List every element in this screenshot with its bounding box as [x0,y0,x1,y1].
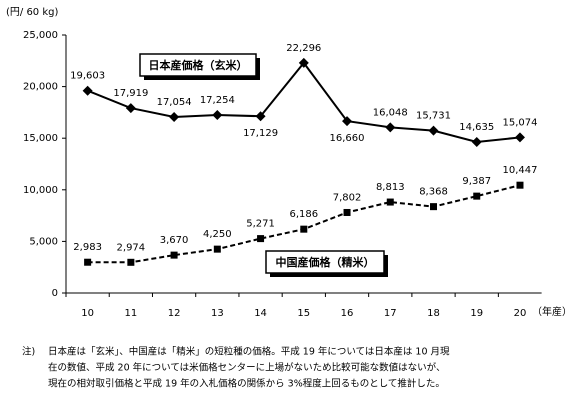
y-tick-label: 5,000 [29,236,58,247]
marker [342,116,353,127]
value-label: 17,129 [243,128,278,139]
value-label: 22,296 [286,43,321,54]
value-label: 15,074 [502,117,537,128]
value-label: 17,254 [200,95,235,106]
value-label: 4,250 [203,229,232,240]
y-tick-label: 20,000 [23,82,58,93]
value-label: 7,802 [333,192,362,203]
x-tick-label: 12 [168,308,181,319]
marker [84,258,92,266]
marker [516,181,524,189]
value-label: 2,983 [73,242,102,253]
value-label: 14,635 [459,122,494,133]
marker [257,235,265,243]
marker [213,245,221,253]
x-tick-label: 20 [514,308,527,319]
marker [386,198,394,206]
note-label: 注) [22,346,35,358]
value-label: 19,603 [70,71,105,82]
value-label: 17,054 [157,97,192,108]
marker [430,203,438,211]
x-tick-label: 18 [427,308,440,319]
marker [127,258,135,266]
x-tick-label: 11 [124,308,137,319]
value-label: 15,731 [416,111,451,122]
note-line: 現在の相対取引価格と平成 19 年の入札価格の関係から 3%程度上回るものとして… [48,378,445,390]
value-label: 8,813 [376,182,405,193]
marker [343,208,351,216]
value-label: 9,387 [462,176,491,187]
marker [125,103,136,114]
y-tick-label: 15,000 [23,133,58,144]
y-tick-label: 10,000 [23,185,58,196]
marker [471,136,482,147]
value-label: 6,186 [289,209,318,220]
marker [82,85,93,96]
marker [170,251,178,259]
x-tick-label: 14 [254,308,267,319]
note-line: 在の数値、平成 20 年については米価格センターに上場がないため比較可能な数値は… [48,362,445,374]
value-label: 17,919 [113,88,148,99]
x-tick-label: 15 [297,308,310,319]
marker [385,122,396,133]
legend-box [139,53,257,77]
x-tick-label: 13 [211,308,224,319]
marker [428,125,439,136]
x-axis-label: （年産） [532,305,572,318]
marker [212,109,223,120]
note-line: 日本産は「玄米」、中国産は「精米」の短粒種の価格。平成 19 年については日本産… [48,346,450,358]
marker [473,192,481,200]
y-tick-label: 25,000 [23,30,58,41]
marker [169,112,180,123]
y-tick-label: 0 [52,288,58,299]
value-label: 3,670 [160,235,189,246]
marker [514,132,525,143]
marker [300,225,308,233]
legend-label: 日本産価格（玄米） [149,58,248,72]
legend-box [265,250,385,274]
value-label: 8,368 [419,187,448,198]
x-tick-label: 19 [470,308,483,319]
value-label: 2,974 [117,242,146,253]
y-axis-label: (円/ 60 kg) [6,7,58,18]
legend-label: 中国産価格（精米） [276,255,375,269]
marker [255,111,266,122]
value-label: 10,447 [502,165,537,176]
value-label: 16,048 [373,107,408,118]
marker [298,57,309,68]
value-label: 5,271 [246,219,275,230]
value-label: 16,660 [330,133,365,144]
x-tick-label: 17 [384,308,397,319]
x-tick-label: 10 [81,308,94,319]
x-tick-label: 16 [341,308,354,319]
